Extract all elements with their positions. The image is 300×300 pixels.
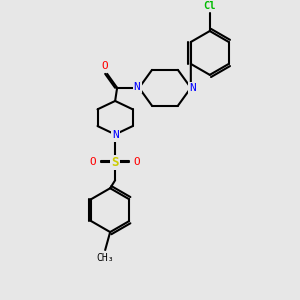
Text: O: O [102,61,109,71]
Text: CH₃: CH₃ [96,253,114,263]
Text: O: O [90,157,97,167]
Text: N: N [134,82,140,92]
Text: S: S [111,156,119,169]
Text: N: N [112,130,119,140]
Text: Cl: Cl [203,1,216,11]
Text: O: O [134,157,140,167]
Text: N: N [190,83,196,93]
